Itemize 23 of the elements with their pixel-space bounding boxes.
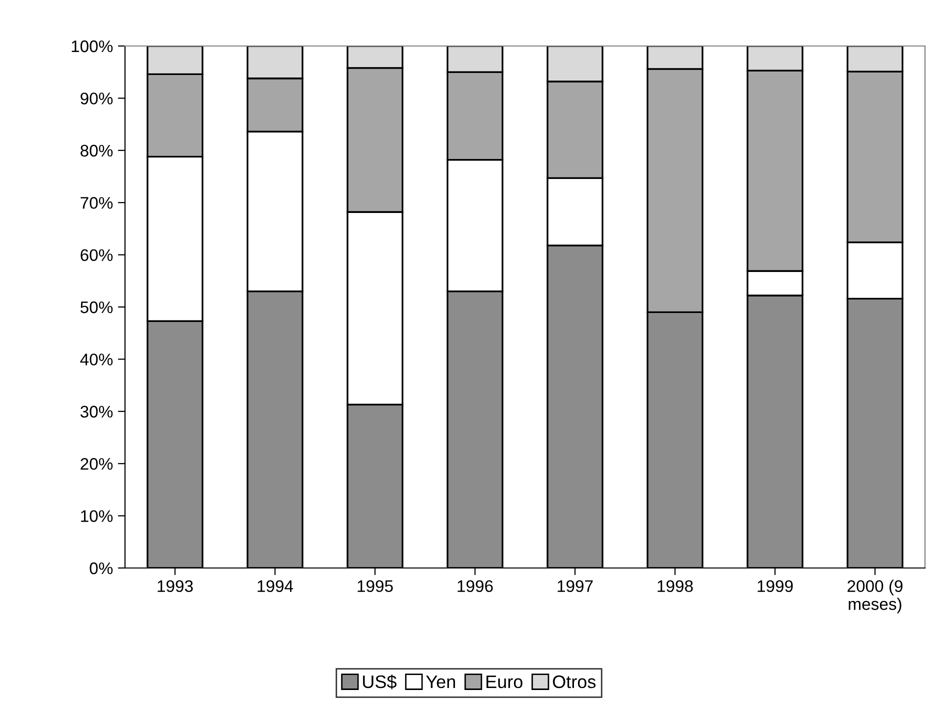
x-tick-label: 1998	[658, 580, 693, 592]
x-tick-label: 1999	[758, 580, 793, 592]
legend-label: Otros	[552, 675, 596, 688]
x-tick-label: 1993	[158, 580, 193, 592]
y-tick-label: 20%	[80, 458, 113, 470]
y-tick-label: 90%	[80, 92, 113, 104]
x-tick-label: 1997	[558, 580, 593, 592]
x-tick-label: 1994	[258, 580, 294, 592]
legend-label: Yen	[426, 676, 455, 688]
y-tick-label: 100%	[72, 40, 113, 52]
x-tick-label: 1995	[358, 580, 393, 592]
y-tick-label: 60%	[80, 249, 113, 262]
legend-label: Euro	[486, 676, 522, 688]
y-tick-label: 50%	[80, 301, 113, 314]
y-tick-label: 40%	[80, 354, 113, 366]
y-tick-label: 10%	[81, 510, 113, 522]
y-tick-label: 0%	[90, 562, 113, 574]
y-tick-label: 70%	[80, 197, 113, 209]
x-tick-label: 1996	[458, 580, 493, 592]
y-tick-label: 30%	[80, 406, 113, 418]
y-tick-label: 80%	[80, 144, 113, 157]
x-tick-label: 2000 (9 meses)	[848, 580, 902, 614]
legend-label: US$	[363, 674, 396, 690]
